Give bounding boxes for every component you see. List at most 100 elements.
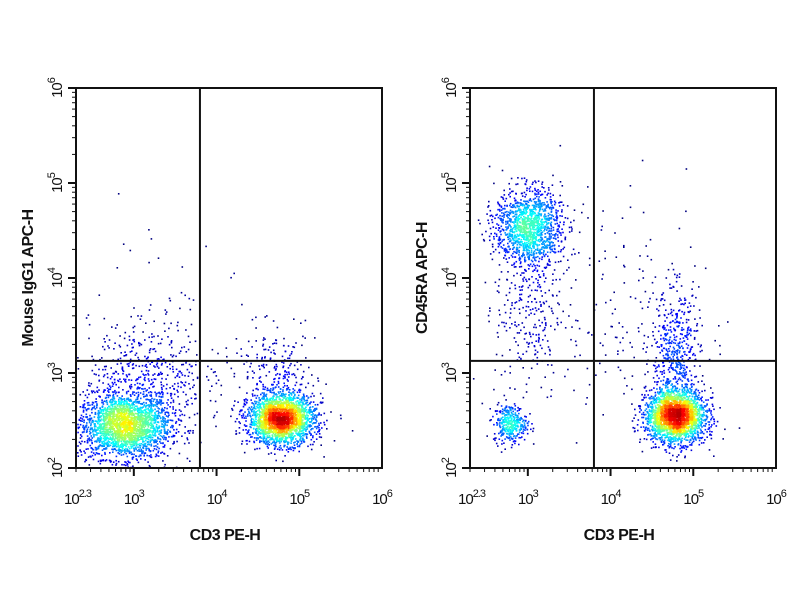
- event-dot: [153, 365, 155, 367]
- event-dot: [299, 413, 301, 415]
- event-dot: [312, 413, 314, 415]
- event-dot: [290, 406, 293, 408]
- event-dot: [195, 364, 197, 366]
- event-dot: [133, 429, 135, 432]
- event-dot: [101, 445, 103, 448]
- event-dot: [318, 433, 321, 435]
- event-dot: [151, 425, 153, 427]
- event-dot: [121, 400, 123, 402]
- event-dot: [117, 429, 119, 431]
- event-dot: [258, 413, 261, 416]
- event-dot: [303, 409, 305, 412]
- event-dot: [267, 432, 269, 435]
- event-dot: [133, 406, 135, 409]
- event-dot: [164, 431, 167, 434]
- event-dot: [77, 357, 79, 359]
- event-dot: [138, 376, 140, 379]
- event-dot: [275, 439, 278, 442]
- event-dot: [310, 414, 313, 416]
- event-dot: [134, 438, 137, 440]
- event-dot: [285, 425, 287, 427]
- event-dot: [86, 408, 89, 410]
- event-dot: [163, 452, 165, 455]
- event-dot: [167, 440, 169, 442]
- event-dot: [276, 384, 278, 386]
- event-dot: [296, 427, 299, 429]
- event-dot: [87, 401, 90, 404]
- event-dot: [143, 378, 146, 381]
- event-dot: [289, 413, 292, 415]
- event-dot: [102, 433, 104, 435]
- event-dot: [281, 427, 284, 430]
- event-dot: [185, 400, 188, 403]
- event-dot: [131, 427, 134, 430]
- event-dot: [115, 455, 118, 458]
- event-dot: [257, 430, 259, 432]
- event-dot: [145, 363, 147, 366]
- event-dot: [251, 414, 254, 417]
- event-dot: [262, 429, 265, 431]
- event-dot: [126, 409, 129, 412]
- event-dot: [138, 448, 140, 451]
- event-dot: [268, 424, 270, 426]
- event-dot: [103, 448, 105, 450]
- event-dot: [101, 440, 103, 443]
- event-dot: [274, 434, 276, 436]
- event-dot: [173, 388, 176, 390]
- event-dot: [99, 462, 102, 465]
- event-dot: [112, 428, 114, 431]
- event-dot: [118, 423, 120, 426]
- event-dot: [259, 404, 262, 406]
- event-dot: [120, 414, 122, 417]
- event-dot: [147, 461, 149, 463]
- event-dot: [265, 422, 268, 424]
- event-dot: [281, 409, 284, 412]
- event-dot: [177, 321, 179, 324]
- event-dot: [260, 417, 262, 419]
- event-dot: [287, 427, 290, 430]
- event-dot: [100, 411, 102, 413]
- event-dot: [142, 418, 144, 421]
- event-dot: [103, 365, 106, 368]
- event-dot: [265, 438, 268, 440]
- event-dot: [295, 407, 298, 410]
- event-dot: [79, 393, 82, 396]
- event-dot: [163, 420, 165, 422]
- event-dot: [300, 322, 302, 324]
- event-dot: [284, 441, 287, 443]
- event-dot: [263, 393, 265, 396]
- event-dot: [121, 463, 123, 466]
- event-dot: [79, 406, 82, 408]
- event-dot: [143, 415, 145, 417]
- event-dot: [156, 405, 158, 408]
- event-dot: [123, 413, 126, 416]
- event-dot: [299, 429, 301, 431]
- event-dot: [276, 440, 279, 442]
- event-dot: [86, 389, 89, 391]
- event-dot: [96, 438, 99, 441]
- event-dot: [106, 403, 109, 406]
- event-dot: [111, 385, 114, 387]
- event-dot: [142, 443, 145, 446]
- event-dot: [276, 448, 279, 450]
- event-dot: [151, 417, 154, 420]
- event-dot: [301, 410, 303, 413]
- event-dot: [300, 432, 303, 435]
- event-dot: [303, 394, 305, 397]
- event-dot: [251, 410, 253, 413]
- event-dot: [131, 393, 134, 395]
- event-dot: [104, 389, 106, 391]
- event-dot: [286, 424, 288, 426]
- event-dot: [124, 434, 126, 437]
- event-dot: [90, 427, 92, 429]
- event-dot: [132, 432, 135, 434]
- event-dot: [146, 423, 149, 426]
- event-dot: [114, 402, 116, 404]
- event-dot: [146, 432, 148, 434]
- event-dot: [279, 395, 281, 397]
- event-dot: [130, 386, 133, 388]
- event-dot: [125, 392, 128, 395]
- event-dot: [164, 361, 167, 364]
- event-dot: [266, 428, 268, 430]
- event-dot: [305, 426, 308, 429]
